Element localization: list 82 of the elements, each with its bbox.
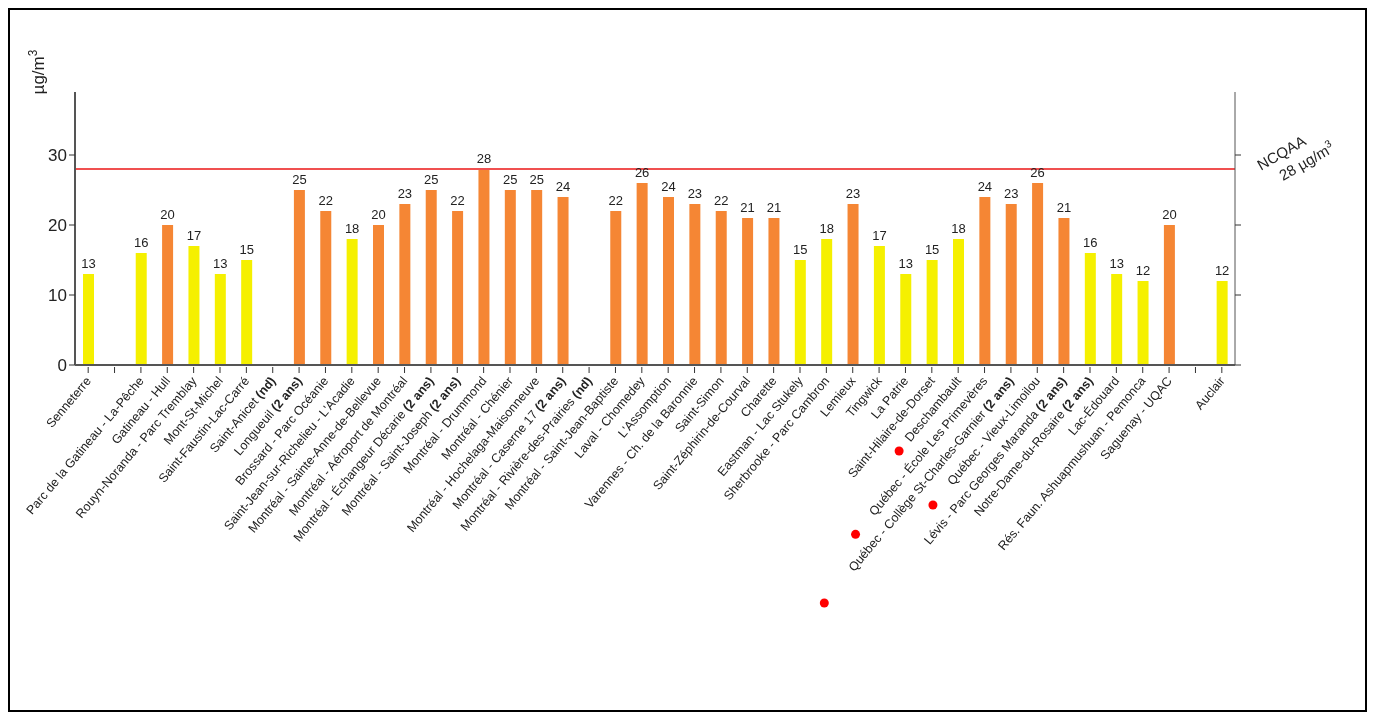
bar (162, 225, 174, 365)
data-label: 21 (740, 200, 755, 215)
bar (531, 190, 543, 365)
bar (742, 218, 754, 365)
bar (293, 190, 305, 365)
y-tick-label: 30 (48, 146, 67, 166)
bar (83, 274, 94, 365)
bar (926, 260, 938, 365)
data-label: 18 (819, 221, 834, 236)
bar (1111, 274, 1123, 365)
bar (873, 246, 885, 365)
bar (821, 239, 833, 365)
bar (847, 204, 859, 365)
data-label: 13 (898, 256, 914, 271)
bar (425, 190, 437, 365)
bar (1084, 253, 1096, 365)
bar (241, 260, 253, 365)
data-label: 24 (661, 179, 676, 194)
data-label: 22 (318, 193, 334, 208)
bar (794, 260, 806, 365)
data-label: 15 (924, 242, 940, 257)
bar (452, 211, 464, 365)
data-label: 18 (951, 221, 966, 236)
data-label: 24 (555, 179, 571, 194)
bar (478, 169, 490, 365)
bar (1005, 204, 1017, 365)
data-label: 13 (81, 256, 96, 271)
bar (768, 218, 780, 365)
data-label: 23 (845, 186, 861, 201)
data-label: 16 (133, 235, 149, 250)
bar (1058, 218, 1070, 365)
data-label: 17 (872, 228, 887, 243)
bar (320, 211, 332, 365)
bar (979, 197, 991, 365)
data-label: 20 (160, 207, 175, 222)
data-label: 25 (503, 172, 518, 187)
bar (399, 204, 411, 365)
data-label: 23 (1003, 186, 1019, 201)
data-label: 25 (423, 172, 439, 187)
data-label: 21 (766, 200, 782, 215)
data-label: 24 (977, 179, 993, 194)
bar (557, 197, 569, 365)
data-label: 20 (371, 207, 386, 222)
bar (214, 274, 226, 365)
bar (373, 225, 384, 365)
bar (900, 274, 912, 365)
data-label: 12 (1135, 263, 1151, 278)
bar (663, 197, 674, 365)
bar (1216, 281, 1228, 365)
bar (1032, 183, 1044, 365)
data-label: 22 (450, 193, 465, 208)
y-tick-label: 0 (57, 356, 67, 376)
data-label: 17 (186, 228, 202, 243)
data-label: 23 (397, 186, 413, 201)
data-label: 18 (344, 221, 360, 236)
data-label: 12 (1214, 263, 1230, 278)
data-label: 20 (1162, 207, 1177, 222)
bar (689, 204, 701, 365)
data-label: 25 (292, 172, 307, 187)
bar (135, 253, 147, 365)
data-label: 13 (213, 256, 228, 271)
data-label: 22 (608, 193, 624, 208)
bar (1163, 225, 1175, 365)
bar (188, 246, 200, 365)
bar (636, 183, 648, 365)
data-label: 13 (1109, 256, 1124, 271)
data-label: 21 (1056, 200, 1072, 215)
y-tick-label: 10 (48, 286, 67, 306)
bar (1137, 281, 1149, 365)
data-label: 23 (687, 186, 703, 201)
y-tick-label: 20 (48, 216, 67, 236)
data-label: 16 (1083, 235, 1098, 250)
data-label: 15 (793, 242, 808, 257)
data-label: 28 (476, 151, 492, 166)
data-label: 22 (713, 193, 729, 208)
bar (504, 190, 516, 365)
data-label: 25 (529, 172, 544, 187)
data-label: 15 (239, 242, 254, 257)
bar (346, 239, 358, 365)
bar (610, 211, 622, 365)
bar (953, 239, 964, 365)
bar (715, 211, 727, 365)
